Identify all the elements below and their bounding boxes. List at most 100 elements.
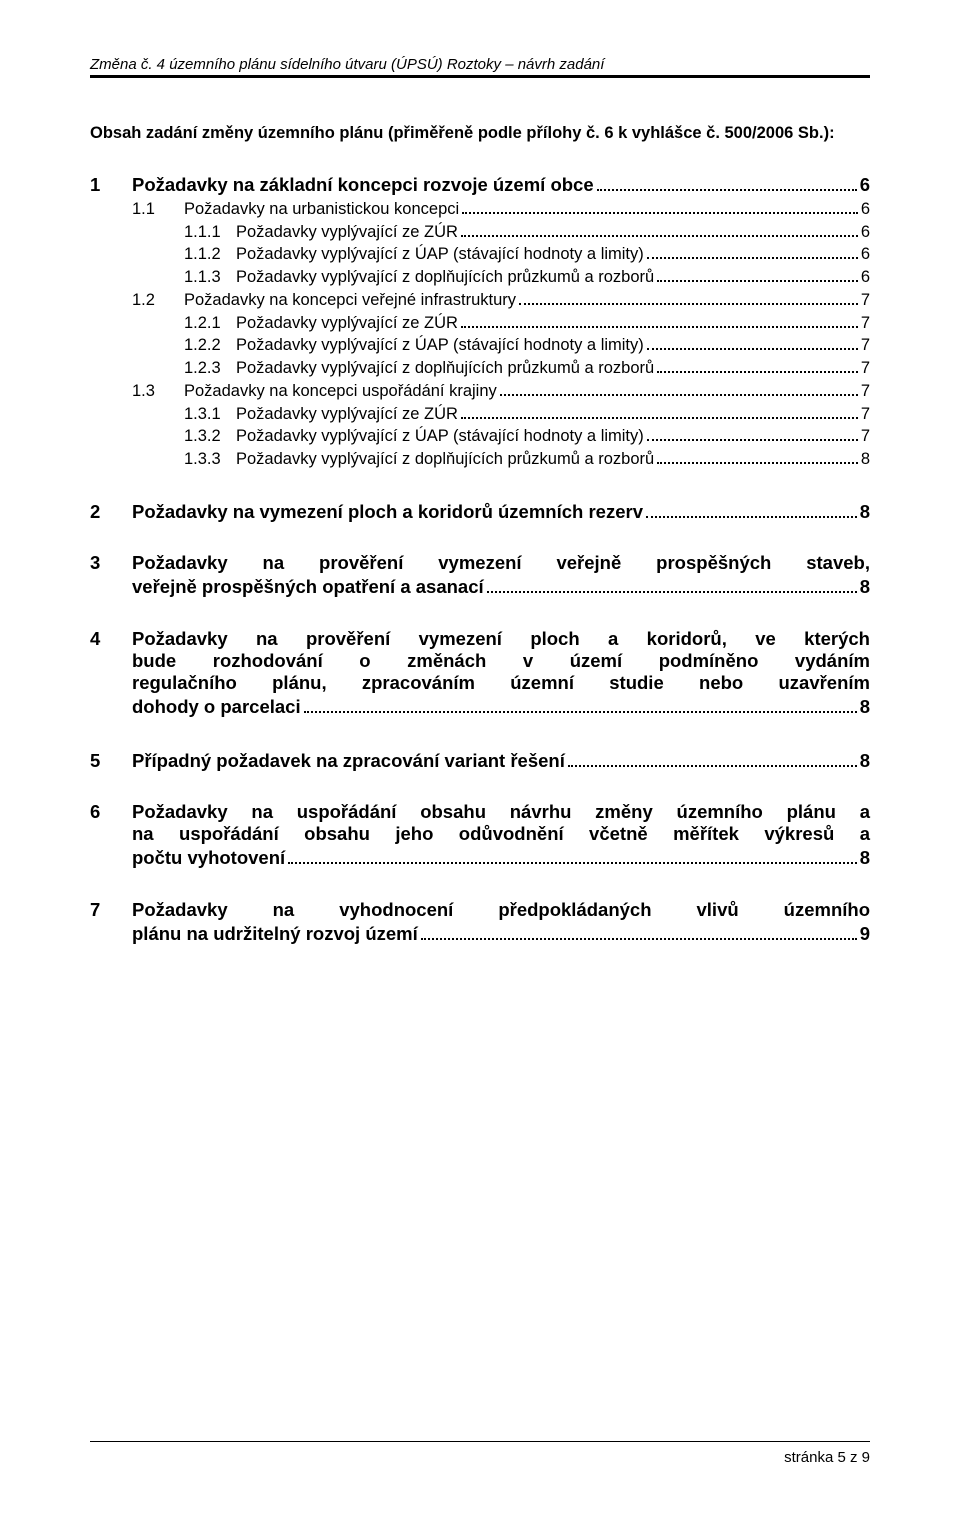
toc-entry-1-2: 1.2Požadavky na koncepci veřejné infrast…	[90, 289, 870, 312]
toc-entry-1-3-2: 1.3.2Požadavky vyplývající z ÚAP (stávaj…	[90, 425, 870, 448]
leader	[657, 360, 858, 373]
leader	[461, 224, 858, 237]
toc-title: Požadavky vyplývající z doplňujících prů…	[236, 268, 654, 286]
toc-page: 8	[860, 694, 870, 720]
toc-title: Požadavky vyplývající ze ZÚR	[236, 314, 458, 332]
toc-title: počtu vyhotovení	[132, 845, 285, 871]
toc-page: 8	[860, 499, 870, 525]
toc-entry-1-3-3: 1.3.3Požadavky vyplývající z doplňujícíc…	[90, 448, 870, 471]
toc-page: 6	[860, 172, 870, 198]
leader	[657, 451, 858, 464]
leader	[647, 429, 858, 442]
toc-entry-1-2-3: 1.2.3Požadavky vyplývající z doplňujícíc…	[90, 357, 870, 380]
toc-line: 3Požadavky na prověření vymezení veřejně…	[90, 552, 870, 574]
toc-num: 1	[90, 172, 132, 198]
toc-num: 1.3.2	[184, 425, 236, 448]
leader	[647, 338, 858, 351]
toc-num: 1.3.1	[184, 403, 236, 426]
toc-title: Požadavky vyplývající ze ZÚR	[236, 405, 458, 423]
toc-num: 1.1.2	[184, 243, 236, 266]
page: Změna č. 4 územního plánu sídelního útva…	[0, 0, 960, 1520]
toc-line: bude rozhodování o změnách v území podmí…	[132, 650, 870, 672]
toc-entry-6: 6Požadavky na uspořádání obsahu návrhu z…	[90, 801, 870, 871]
toc-num: 2	[90, 499, 132, 525]
toc-title: veřejně prospěšných opatření a asanací	[132, 574, 484, 600]
toc-line: 6Požadavky na uspořádání obsahu návrhu z…	[90, 801, 870, 823]
toc-page: 8	[860, 748, 870, 774]
toc-entry-1-1-1: 1.1.1Požadavky vyplývající ze ZÚR 6	[90, 221, 870, 244]
toc-num: 1.2.1	[184, 312, 236, 335]
leader	[597, 177, 857, 191]
toc-num: 1.3	[132, 380, 184, 403]
toc-page: 7	[861, 357, 870, 380]
toc-line: počtu vyhotovení 8	[132, 845, 870, 871]
toc-num: 1.2.2	[184, 334, 236, 357]
toc-title: Požadavky na prověření vymezení ploch a …	[132, 628, 870, 649]
toc-entry-4: 4Požadavky na prověření vymezení ploch a…	[90, 628, 870, 720]
page-header: Změna č. 4 územního plánu sídelního útva…	[90, 56, 870, 73]
table-of-contents: 1Požadavky na základní koncepci rozvoje …	[90, 172, 870, 946]
toc-page: 7	[861, 289, 870, 312]
leader	[487, 579, 857, 593]
toc-page: 6	[861, 243, 870, 266]
leader	[461, 315, 858, 328]
toc-num: 1.1.1	[184, 221, 236, 244]
leader	[500, 383, 858, 396]
leader	[519, 292, 858, 305]
toc-num: 4	[90, 628, 132, 650]
leader	[657, 269, 858, 282]
toc-title: Případný požadavek na zpracování variant…	[132, 750, 565, 771]
toc-title: Požadavky na vyhodnocení předpokládaných…	[132, 899, 870, 920]
toc-num: 1.1	[132, 198, 184, 221]
toc-title: Požadavky na koncepci veřejné infrastruk…	[184, 291, 516, 309]
toc-title: Požadavky na urbanistickou koncepci	[184, 200, 459, 218]
toc-entry-1-3-1: 1.3.1Požadavky vyplývající ze ZÚR 7	[90, 403, 870, 426]
toc-num: 1.3.3	[184, 448, 236, 471]
leader	[421, 926, 857, 940]
leader	[462, 201, 858, 214]
toc-title: Požadavky vyplývající ze ZÚR	[236, 223, 458, 241]
toc-entry-2: 2Požadavky na vymezení ploch a koridorů …	[90, 499, 870, 525]
toc-entry-1-3: 1.3Požadavky na koncepci uspořádání kraj…	[90, 380, 870, 403]
toc-entry-3: 3Požadavky na prověření vymezení veřejně…	[90, 552, 870, 600]
toc-entry-1-1-2: 1.1.2Požadavky vyplývající z ÚAP (stávaj…	[90, 243, 870, 266]
toc-title: Požadavky vyplývající z ÚAP (stávající h…	[236, 336, 644, 354]
header-rule	[90, 75, 870, 78]
toc-title: Požadavky vyplývající z ÚAP (stávající h…	[236, 427, 644, 445]
toc-entry-1-2-2: 1.2.2Požadavky vyplývající z ÚAP (stávaj…	[90, 334, 870, 357]
footer-rule	[90, 1441, 870, 1442]
toc-line: plánu na udržitelný rozvoj území 9	[132, 921, 870, 947]
toc-entry-1-1-3: 1.1.3Požadavky vyplývající z doplňujícíc…	[90, 266, 870, 289]
toc-line: dohody o parcelaci 8	[132, 694, 870, 720]
toc-entry-7: 7Požadavky na vyhodnocení předpokládanýc…	[90, 899, 870, 947]
toc-title: dohody o parcelaci	[132, 694, 301, 720]
toc-line: 4Požadavky na prověření vymezení ploch a…	[90, 628, 870, 650]
toc-title: Požadavky na vymezení ploch a koridorů ú…	[132, 501, 643, 522]
toc-page: 7	[861, 334, 870, 357]
leader	[647, 247, 858, 260]
toc-page: 7	[861, 380, 870, 403]
toc-num: 7	[90, 899, 132, 921]
toc-title: Požadavky vyplývající z doplňujících prů…	[236, 359, 654, 377]
leader	[288, 850, 857, 864]
toc-entry-1-1: 1.1Požadavky na urbanistickou koncepci 6	[90, 198, 870, 221]
toc-page: 6	[861, 266, 870, 289]
toc-num: 5	[90, 748, 132, 774]
toc-num: 1.2.3	[184, 357, 236, 380]
leader	[646, 504, 857, 518]
toc-page: 6	[861, 198, 870, 221]
toc-page: 7	[861, 403, 870, 426]
leader	[304, 699, 857, 713]
toc-num: 6	[90, 801, 132, 823]
toc-title: Požadavky vyplývající z doplňujících prů…	[236, 450, 654, 468]
toc-num: 3	[90, 552, 132, 574]
toc-page: 6	[861, 221, 870, 244]
toc-title: Požadavky vyplývající z ÚAP (stávající h…	[236, 245, 644, 263]
toc-entry-5: 5Případný požadavek na zpracování varian…	[90, 748, 870, 774]
toc-entry-1-2-1: 1.2.1Požadavky vyplývající ze ZÚR 7	[90, 312, 870, 335]
toc-page: 7	[861, 312, 870, 335]
toc-page: 8	[860, 574, 870, 600]
toc-num: 1.1.3	[184, 266, 236, 289]
toc-line: na uspořádání obsahu jeho odůvodnění vče…	[132, 823, 870, 845]
toc-num: 1.2	[132, 289, 184, 312]
